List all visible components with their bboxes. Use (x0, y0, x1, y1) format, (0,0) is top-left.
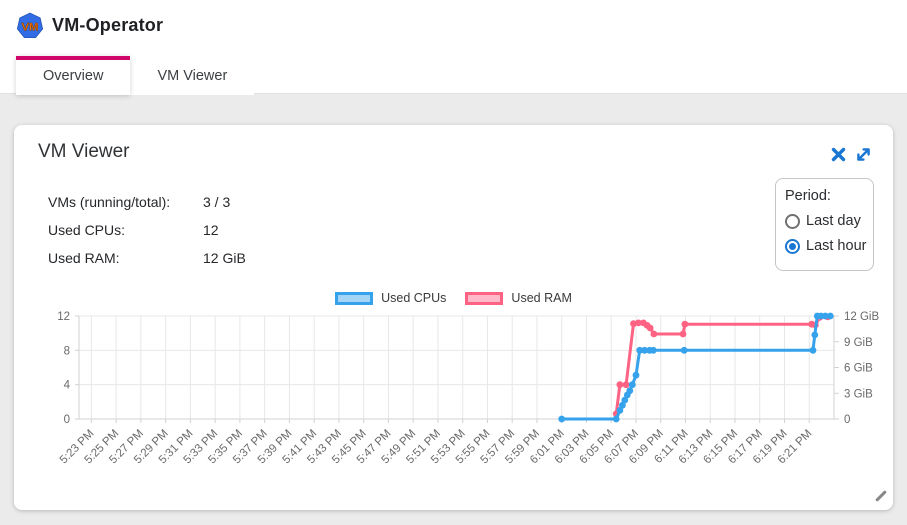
data-point (646, 324, 654, 332)
left-axis-tick-label: 4 (64, 380, 71, 392)
data-point (649, 346, 657, 354)
active-tab-indicator (16, 56, 131, 60)
tab-overview[interactable]: Overview (16, 56, 131, 95)
vm-usage-chart: 5:23 PM5:25 PM5:27 PM5:29 PM5:31 PM5:33 … (57, 311, 879, 466)
app-header: VM VM-Operator (0, 0, 907, 56)
data-point (641, 346, 648, 354)
tab-overview-label: Overview (43, 67, 104, 84)
card-actions (830, 146, 872, 163)
data-point (811, 331, 819, 339)
close-icon[interactable] (830, 146, 847, 163)
tab-bar: Overview VM Viewer (0, 56, 907, 95)
data-point (612, 415, 620, 423)
right-axis-tick-label: 0 (844, 414, 850, 426)
vm-stats: VMs (running/total): 3 / 3 Used CPUs: 12… (48, 188, 246, 272)
data-point (628, 381, 636, 389)
legend-label-used-cpus: Used CPUs (381, 291, 447, 305)
stat-label-ram: Used RAM: (48, 250, 120, 266)
legend-label-used-ram: Used RAM (511, 291, 572, 305)
tab-vm-viewer[interactable]: VM Viewer (130, 56, 255, 95)
right-axis-tick-label: 6 GiB (844, 363, 873, 375)
data-point (626, 387, 634, 395)
series-used-ram (612, 313, 832, 418)
stat-label-cpus: Used CPUs: (48, 222, 126, 238)
stat-label-vms: VMs (running/total): (48, 194, 171, 210)
data-point (622, 381, 630, 389)
card-title: VM Viewer (38, 141, 130, 162)
legend-swatch-used-cpus (335, 291, 374, 305)
stat-row-cpus: Used CPUs: 12 (48, 216, 246, 244)
data-point (821, 312, 829, 320)
chart-legend: Used CPUs Used RAM (14, 291, 893, 305)
radio-last-hour-icon[interactable] (785, 238, 800, 254)
series-used-cpus (558, 312, 834, 423)
app-title: VM-Operator (52, 15, 164, 35)
stat-row-vms: VMs (running/total): 3 / 3 (48, 188, 246, 216)
left-axis-tick-label: 8 (64, 345, 70, 357)
data-point (809, 346, 817, 354)
data-point (826, 312, 834, 320)
data-point (681, 320, 689, 328)
left-axis-tick-label: 0 (64, 414, 70, 426)
vm-viewer-card: VM Viewer VMs (running/total): 3 / 3 Use… (14, 125, 893, 510)
data-point (650, 330, 658, 338)
resize-grip-icon[interactable] (874, 489, 888, 503)
left-axis-tick-label: 12 (57, 311, 70, 323)
vm-operator-logo-icon: VM (16, 12, 44, 39)
data-point (679, 330, 687, 338)
data-point (680, 346, 688, 354)
data-point (636, 346, 644, 354)
content-area: VM Viewer VMs (running/total): 3 / 3 Use… (0, 94, 907, 525)
data-point (621, 396, 629, 404)
radio-last-day[interactable]: Last day (785, 213, 873, 229)
period-selector: Period: Last day Last hour (775, 178, 874, 271)
legend-item-used-cpus[interactable]: Used CPUs (335, 291, 446, 305)
radio-last-hour-label: Last hour (806, 238, 867, 254)
data-point (619, 401, 626, 409)
legend-item-used-ram[interactable]: Used RAM (465, 291, 572, 305)
data-point (616, 381, 624, 389)
radio-last-day-label: Last day (806, 213, 861, 229)
right-axis-tick-label: 3 GiB (844, 388, 873, 400)
data-point (632, 371, 640, 379)
data-point (635, 319, 642, 327)
legend-swatch-used-ram (465, 291, 504, 305)
logo-text: VM (22, 21, 39, 33)
period-label: Period: (785, 188, 831, 204)
chart-grid: 5:23 PM5:25 PM5:27 PM5:29 PM5:31 PM5:33 … (57, 311, 879, 466)
stat-value-vms: 3 / 3 (203, 194, 231, 210)
radio-last-hour[interactable]: Last hour (785, 238, 873, 254)
radio-last-day-icon[interactable] (785, 213, 800, 229)
tab-vm-viewer-label: VM Viewer (157, 67, 228, 84)
stat-value-cpus: 12 (203, 222, 219, 238)
data-point (616, 407, 624, 414)
right-axis-tick-label: 12 GiB (844, 311, 879, 323)
expand-icon[interactable] (855, 146, 872, 163)
stat-row-ram: Used RAM: 12 GiB (48, 244, 246, 272)
stat-value-ram: 12 GiB (203, 250, 246, 266)
data-point (558, 415, 566, 423)
right-axis-tick-label: 9 GiB (844, 337, 873, 349)
